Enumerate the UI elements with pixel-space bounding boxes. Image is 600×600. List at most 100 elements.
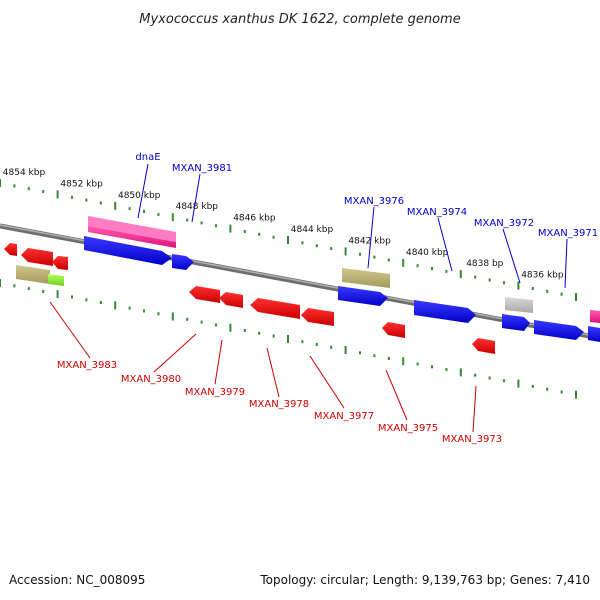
- tick-minor-inner: [85, 298, 88, 302]
- forward-gene-labels: dnaE MXAN_3981 MXAN_3976 MXAN_3974 MXAN_…: [135, 152, 598, 289]
- gene-mxan-3974[interactable]: [414, 300, 476, 323]
- gene-mxan-3977[interactable]: [301, 308, 334, 326]
- gene-mxan-3972-grey[interactable]: [505, 297, 533, 313]
- gene-mxan-3983-khaki[interactable]: [16, 265, 50, 284]
- tick-minor-outer: [243, 229, 246, 233]
- gene-mxan-3976[interactable]: [338, 286, 388, 306]
- label-mxan-3973[interactable]: MXAN_3973: [442, 434, 502, 445]
- label-mxan-3976[interactable]: MXAN_3976: [344, 196, 404, 207]
- tick-major-inner: [459, 368, 462, 377]
- tick-label: 4848 kbp: [176, 202, 219, 212]
- gene-red-a[interactable]: [4, 243, 17, 256]
- tick-major-inner: [344, 346, 347, 355]
- tick-minor-outer: [128, 207, 131, 211]
- tick-minor-inner: [315, 342, 318, 346]
- gene-red-b[interactable]: [21, 248, 53, 266]
- gene-red-c[interactable]: [52, 256, 68, 270]
- tick-major-outer: [575, 293, 577, 302]
- tick-minor-outer: [474, 275, 477, 279]
- tick-minor-outer: [215, 224, 217, 228]
- tick-minor-inner: [531, 384, 534, 388]
- tick-minor-inner: [13, 284, 16, 288]
- tick-minor-inner: [359, 351, 361, 355]
- tick-minor-outer: [186, 218, 189, 222]
- label-mxan-3977[interactable]: MXAN_3977: [314, 411, 374, 422]
- gene-mxan-3981[interactable]: [84, 236, 172, 265]
- leader-mxan-3978: [266, 347, 280, 398]
- tick-minor-outer: [200, 221, 203, 225]
- label-dnae[interactable]: dnaE: [135, 152, 160, 163]
- tick-minor-inner: [99, 301, 102, 305]
- tick-minor-outer: [431, 267, 433, 271]
- tick-minor-inner: [128, 306, 131, 310]
- leader-dnae: [137, 163, 149, 219]
- tick-minor-inner: [27, 287, 30, 291]
- gene-mxan-3975[interactable]: [382, 322, 405, 338]
- label-mxan-3974[interactable]: MXAN_3974: [407, 207, 467, 218]
- tick-major-outer: [0, 179, 1, 187]
- tick-label: 4852 kbp: [60, 179, 103, 189]
- label-mxan-3979[interactable]: MXAN_3979: [185, 387, 245, 398]
- gene-mxan-3979[interactable]: [219, 292, 243, 308]
- gene-mxan-3978[interactable]: [250, 298, 300, 319]
- tick-minor-outer: [416, 264, 419, 268]
- tick-minor-inner: [301, 340, 304, 344]
- label-mxan-3972[interactable]: MXAN_3972: [474, 218, 534, 229]
- label-mxan-3971[interactable]: MXAN_3971: [538, 228, 598, 239]
- gene-edge-blue[interactable]: [588, 326, 600, 342]
- tick-minor-inner: [546, 387, 549, 391]
- tick-minor-outer: [488, 278, 491, 282]
- tick-label: 4850 kbp: [118, 191, 161, 201]
- tick-major-outer: [402, 258, 405, 267]
- gene-mxan-3976-khaki[interactable]: [342, 268, 390, 288]
- tick-minor-inner: [243, 328, 246, 332]
- tick-label: 4842 kbp: [348, 236, 391, 246]
- tick-major-outer: [171, 213, 174, 222]
- tick-minor-inner: [560, 390, 563, 394]
- tick-minor-inner: [431, 365, 433, 369]
- tick-minor-outer: [503, 281, 505, 285]
- tick-minor-outer: [387, 258, 390, 262]
- tick-minor-inner: [387, 356, 390, 360]
- tick-major-outer: [114, 201, 117, 210]
- leader-mxan-3976: [367, 206, 375, 269]
- tick-minor-inner: [416, 362, 419, 366]
- tick-minor-outer: [560, 292, 563, 296]
- gene-mxan-3980[interactable]: [189, 286, 220, 303]
- tick-major-inner: [575, 390, 577, 399]
- tick-label: 4838 bp: [466, 259, 503, 269]
- leader-mxan-3972: [502, 228, 521, 284]
- gene-edge-pink[interactable]: [590, 310, 600, 323]
- tick-minor-inner: [373, 354, 376, 358]
- tick-major-outer: [229, 224, 232, 233]
- leader-mxan-3980: [153, 333, 197, 373]
- tick-major-inner: [517, 379, 520, 388]
- tick-major-outer: [56, 190, 59, 199]
- tick-minor-inner: [200, 320, 203, 324]
- label-mxan-3975[interactable]: MXAN_3975: [378, 423, 438, 434]
- gene-mxan-3972[interactable]: [502, 314, 530, 331]
- gene-mxan-3983-green[interactable]: [48, 274, 64, 286]
- tick-major-inner: [287, 334, 289, 343]
- leader-mxan-3981: [191, 173, 201, 223]
- tick-label: 4846 kbp: [233, 214, 276, 224]
- gene-dnae-pink[interactable]: [88, 216, 176, 248]
- leader-mxan-3983: [49, 301, 91, 359]
- leader-mxan-3973: [472, 385, 477, 433]
- label-mxan-3978[interactable]: MXAN_3978: [249, 399, 309, 410]
- tick-minor-inner: [157, 312, 160, 316]
- tick-minor-outer: [330, 247, 333, 251]
- tick-minor-inner: [258, 331, 261, 335]
- label-mxan-3980[interactable]: MXAN_3980: [121, 374, 181, 385]
- leader-mxan-3974: [437, 217, 453, 272]
- label-mxan-3981[interactable]: MXAN_3981: [172, 163, 232, 174]
- tick-labels: 4854 kbp 4852 kbp 4850 kbp 4848 kbp 4846 kbp…: [3, 168, 564, 281]
- gene-mxan-3971[interactable]: [534, 320, 584, 340]
- tick-minor-outer: [445, 269, 448, 273]
- label-mxan-3983[interactable]: MXAN_3983: [57, 360, 117, 371]
- tick-minor-inner: [445, 368, 448, 372]
- tick-minor-outer: [143, 210, 145, 214]
- gene-mxan-3973[interactable]: [472, 338, 495, 354]
- tick-minor-outer: [373, 255, 376, 259]
- gene-mxan-3981-b[interactable]: [172, 254, 194, 270]
